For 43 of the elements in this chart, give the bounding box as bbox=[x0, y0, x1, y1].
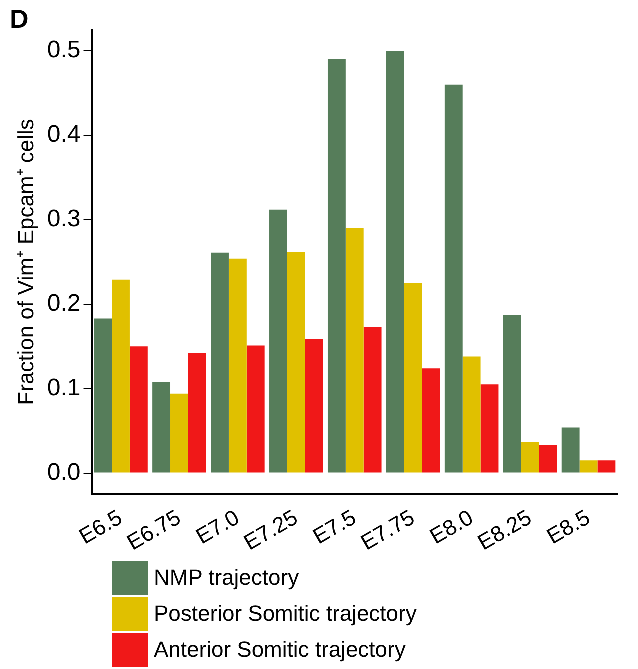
bar bbox=[328, 60, 346, 473]
bar bbox=[404, 283, 422, 473]
bar bbox=[188, 353, 206, 473]
y-axis-title: Fraction of Vim⁺ Epcam⁺ cells bbox=[13, 119, 38, 406]
y-tick-label: 0.2 bbox=[47, 290, 81, 318]
bar bbox=[211, 252, 229, 473]
bar bbox=[170, 394, 188, 473]
bar bbox=[598, 460, 616, 473]
bar bbox=[270, 210, 288, 473]
y-tick-label: 0.4 bbox=[47, 121, 81, 148]
x-tick-label: E8.5 bbox=[542, 504, 594, 550]
bar bbox=[130, 346, 148, 473]
bar bbox=[112, 280, 130, 473]
bar bbox=[364, 327, 382, 473]
x-tick-label: E6.5 bbox=[74, 504, 127, 550]
x-tick-label: E7.5 bbox=[308, 504, 360, 550]
bar bbox=[386, 51, 404, 473]
bar bbox=[246, 346, 265, 473]
bar bbox=[228, 258, 247, 473]
x-tick-label: E8.0 bbox=[426, 504, 478, 550]
bar bbox=[444, 84, 463, 473]
bar bbox=[539, 445, 558, 473]
bar bbox=[562, 428, 580, 473]
bar bbox=[422, 368, 440, 473]
bar bbox=[503, 315, 522, 473]
legend-label: Posterior Somitic trajectory bbox=[154, 601, 417, 627]
bar bbox=[287, 252, 306, 473]
y-tick-label: 0.5 bbox=[47, 36, 81, 64]
bar bbox=[346, 228, 364, 473]
bar bbox=[152, 382, 171, 473]
bar bbox=[462, 356, 481, 473]
bar bbox=[480, 384, 499, 473]
bar bbox=[580, 460, 598, 473]
bar bbox=[521, 442, 540, 473]
chart-title: D bbox=[10, 4, 29, 35]
legend-label: Anterior Somitic trajectory bbox=[154, 637, 406, 663]
y-tick-label: 0.0 bbox=[47, 458, 81, 486]
bar bbox=[305, 339, 324, 473]
x-tick-label: E7.0 bbox=[192, 504, 244, 550]
bar bbox=[94, 318, 112, 473]
legend-label: NMP trajectory bbox=[154, 565, 300, 591]
y-tick-label: 0.1 bbox=[47, 374, 81, 402]
y-tick-label: 0.3 bbox=[47, 206, 81, 233]
